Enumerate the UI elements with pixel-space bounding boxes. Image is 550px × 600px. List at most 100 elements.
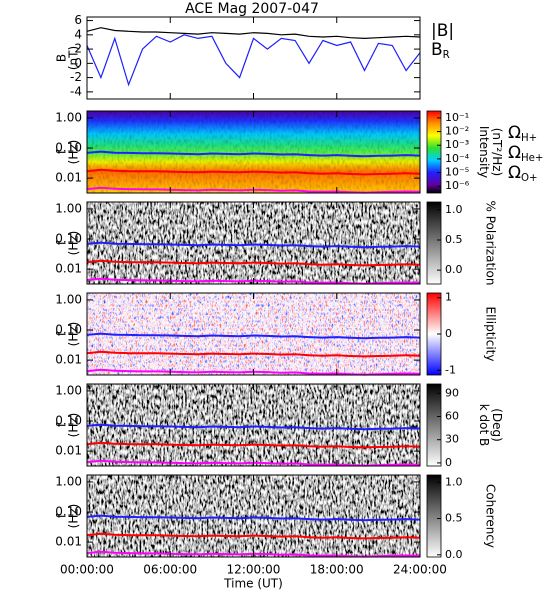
spectrogram-texture [87,111,420,193]
legend-sub: R [443,50,450,61]
spectrogram [87,202,420,284]
x-tick-label: 00:00:00 [60,563,114,577]
colorbar-tick-label: 0.0 [445,548,463,561]
y-tick-label: 0.01 [55,262,82,276]
legend-entry: ΩH+ [508,123,537,144]
spectrogram [87,475,420,557]
colorbar-tick-label: 0 [445,327,452,340]
gyrofrequency-line [86,168,421,176]
spectrogram [87,293,420,375]
colorbar-label: (Deg) [490,408,504,442]
y-axis-label: (Hz) [67,231,81,256]
colorbar-tick-label: 0.5 [445,233,463,246]
x-axis-label: Time (UT) [223,577,283,591]
y-tick-label: 0.01 [55,171,82,185]
gyrofrequency-line [86,150,421,158]
x-tick-label: 24:00:00 [393,563,447,577]
y-tick-label: 1.00 [55,292,82,306]
spectrogram-image [87,293,420,375]
colorbar-label: % Polarization [484,201,498,286]
legend-sub: He+ [521,153,543,164]
y-axis-label: f [55,149,69,154]
y-tick-label: -4 [70,84,82,98]
y-tick-label: 0.01 [55,444,82,458]
colorbar-tick-label: 90 [445,386,459,399]
y-tick-label: 1.00 [55,474,82,488]
spectrogram-image [87,475,420,557]
legend-entry: ΩHe+ [508,143,543,164]
gyrofrequency-line [86,514,421,522]
legend-sub: O+ [521,173,538,184]
y-axis-label: f [55,331,69,336]
y-axis-label: f [55,240,69,245]
y-axis-label: (Hz) [67,504,81,529]
y-tick-label: 0.10 [55,323,82,337]
chart-title: ACE Mag 2007-047 [185,1,319,17]
y-axis-label: (nT) [67,46,81,70]
y-tick-label: 4 [74,27,82,41]
x-tick-label: 12:00:00 [227,563,281,577]
colorbar-tick-label: 10⁻⁵ [445,166,469,179]
legend-entry: BR [431,40,450,61]
y-tick-label: 0 [74,56,82,70]
gyrofrequency-line [86,259,421,267]
spectrogram-image [87,202,420,284]
colorbar [426,474,442,558]
x-tick-label: 06:00:00 [143,563,197,577]
y-tick-label: 1.00 [55,110,82,124]
y-tick-label: 0.01 [55,535,82,549]
spectrogram [87,384,420,466]
y-tick-label: 1.00 [55,383,82,397]
spectrogram-image [87,384,420,466]
legend-main: B [431,40,443,60]
colorbar [426,201,442,285]
y-tick-label: 0.10 [55,505,82,519]
x-tick-label: 18:00:00 [310,563,364,577]
colorbar-tick-label: 10⁻⁶ [445,179,470,192]
y-axis-label: (Hz) [67,140,81,165]
legend-entry: |B| [431,21,454,41]
y-tick-label: 0.10 [55,414,82,428]
colorbar-tick-label: 30 [445,433,459,446]
colorbar-label: Intensity [477,126,491,178]
gyrofrequency-line [86,532,421,540]
spectrogram [87,111,420,193]
plot-frame [86,16,421,100]
gyrofrequency-line [86,423,421,431]
gyrofrequency-line [86,332,421,340]
colorbar-tick-label: -1 [445,363,456,376]
y-axis-label: (Hz) [67,322,81,347]
legend-entry: ΩO+ [508,163,538,184]
legend-main: Ω [508,163,521,183]
y-tick-label: 0.01 [55,353,82,367]
colorbar-tick-label: 0 [445,456,452,469]
y-tick-label: 0.10 [55,141,82,155]
line [86,34,421,87]
y-axis-label: f [55,513,69,518]
colorbar-label: Ellipticity [484,307,498,362]
colorbar-label: Coherency [484,484,498,548]
gyrofrequency-line [86,350,421,358]
gyrofrequency-line [86,241,421,249]
colorbar-tick-label: 1.0 [445,203,463,216]
colorbar-tick-label: 1 [445,291,452,304]
y-axis-label: f [55,422,69,427]
colorbar-label: k dot B [477,404,491,446]
colorbar-tick-label: 10⁻⁴ [445,152,470,165]
colorbar-tick-label: 60 [445,409,459,422]
y-tick-label: 1.00 [55,201,82,215]
colorbar [426,383,442,467]
colorbar [426,110,442,194]
y-axis-label: B [55,54,69,62]
legend-main: Ω [508,143,521,163]
y-tick-label: 6 [74,13,82,27]
legend-sub: H+ [521,133,537,144]
colorbar-tick-label: 0.5 [445,512,463,525]
colorbar-tick-label: 10⁻² [445,125,469,138]
colorbar-tick-label: 10⁻³ [445,138,469,151]
y-axis-label: (Hz) [67,413,81,438]
colorbar-tick-label: 0.0 [445,263,463,276]
colorbar-label: (nT²/Hz) [490,128,504,176]
y-tick-label: 2 [74,42,82,56]
